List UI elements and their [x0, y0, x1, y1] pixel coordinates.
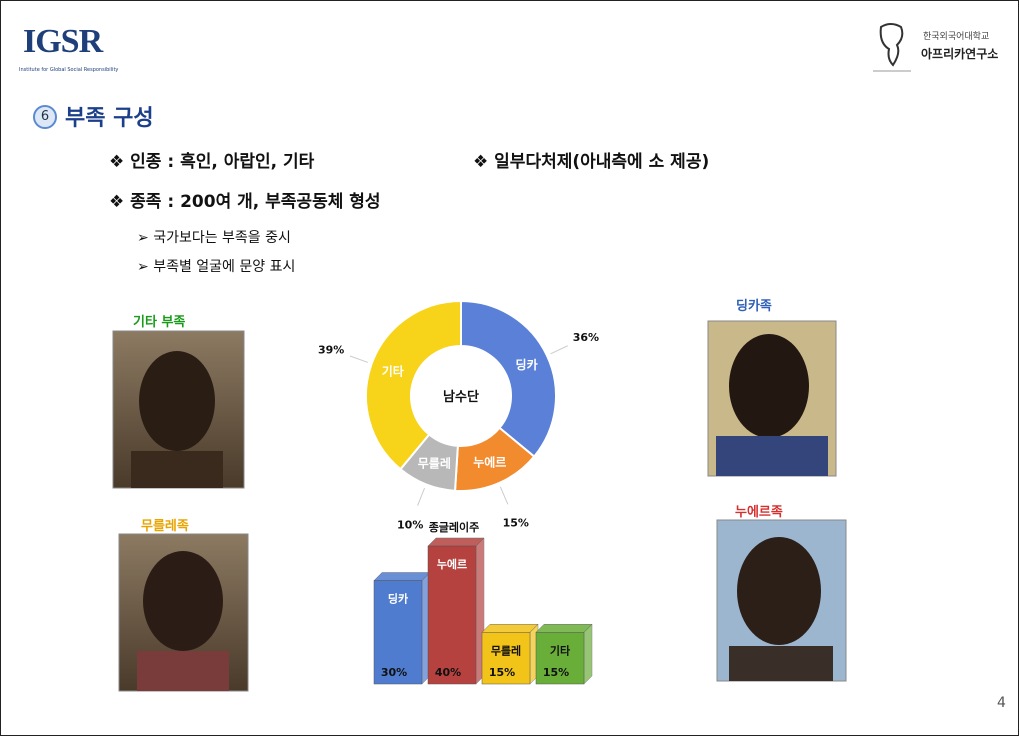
- donut-slice: [461, 301, 556, 457]
- value-label: 10%: [397, 518, 423, 531]
- charts: 딩카36%누에르15%무를레10%기타39%남수단종글레이주딩카30%누에르40…: [1, 1, 1018, 735]
- value-label: 40%: [435, 666, 461, 679]
- photo: [119, 534, 248, 691]
- slide: IGSR Institute for Global Social Respons…: [0, 0, 1019, 736]
- value-label: 15%: [489, 666, 515, 679]
- value-label: 36%: [573, 331, 599, 344]
- bar-category-label: 누에르: [437, 557, 467, 571]
- bar-category-label: 무를레: [491, 643, 521, 657]
- bar-side: [584, 624, 592, 684]
- slice-label: 무를레: [418, 455, 451, 470]
- bar-top: [482, 624, 538, 632]
- photo: [717, 520, 846, 681]
- value-label: 15%: [543, 666, 569, 679]
- photo: [708, 321, 836, 476]
- bar-top: [428, 538, 484, 546]
- value-label: 30%: [381, 666, 407, 679]
- bar-category-label: 딩카: [388, 592, 408, 606]
- bar-category-label: 기타: [550, 643, 571, 657]
- value-label: 15%: [503, 517, 529, 530]
- leader-line: [350, 356, 368, 362]
- leader-line: [500, 487, 508, 504]
- photo: [113, 331, 244, 488]
- value-label: 39%: [318, 343, 344, 356]
- bar-top: [374, 573, 430, 581]
- leader-line: [418, 488, 425, 506]
- leader-line: [551, 346, 568, 354]
- bar-top: [536, 624, 592, 632]
- slice-label: 딩카: [516, 357, 538, 372]
- bar-chart-title: 종글레이주: [429, 520, 480, 534]
- slice-label: 기타: [382, 363, 404, 378]
- slice-label: 누에르: [473, 455, 506, 470]
- donut-center-label: 남수단: [443, 389, 479, 405]
